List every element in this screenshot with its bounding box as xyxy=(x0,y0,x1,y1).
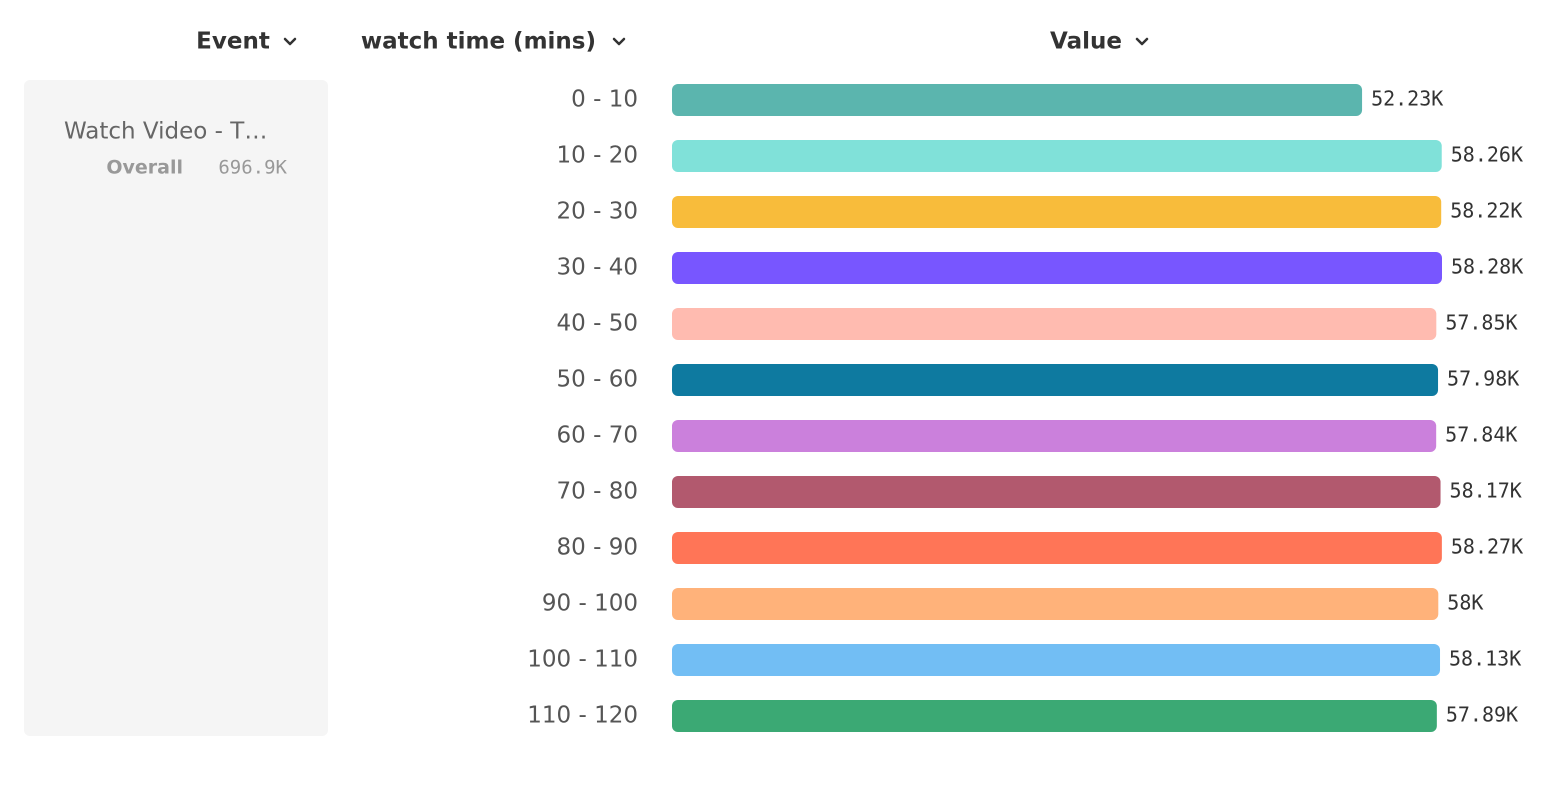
chevron-icon[interactable] xyxy=(283,37,297,46)
value-label: 58.17K xyxy=(1450,479,1522,503)
value-label: 57.84K xyxy=(1445,423,1517,447)
category-label: 10 - 20 xyxy=(557,143,638,169)
value-label: 57.98K xyxy=(1447,367,1519,391)
value-label: 58.22K xyxy=(1450,199,1522,223)
bar xyxy=(672,364,1439,396)
bar xyxy=(672,476,1441,508)
bar xyxy=(672,308,1437,340)
value-label: 58.28K xyxy=(1451,255,1523,279)
bar xyxy=(672,532,1442,564)
bar xyxy=(672,700,1437,732)
category-label: 90 - 100 xyxy=(542,591,638,617)
bar xyxy=(672,252,1442,284)
segment-panel xyxy=(24,80,328,736)
bar xyxy=(672,84,1363,116)
category-label: 60 - 70 xyxy=(557,423,638,449)
value-label: 52.23K xyxy=(1371,87,1443,111)
category-label: 0 - 10 xyxy=(571,87,638,113)
category-label: 40 - 50 xyxy=(557,311,638,337)
value-label: 58.26K xyxy=(1451,143,1523,167)
category-label: 80 - 90 xyxy=(557,535,638,561)
value-label: 58K xyxy=(1447,591,1483,615)
column-header[interactable]: watch time (mins) xyxy=(361,29,596,55)
bar xyxy=(672,140,1442,172)
category-label: 20 - 30 xyxy=(557,199,638,225)
chevron-icon[interactable] xyxy=(612,37,626,46)
category-label: 70 - 80 xyxy=(557,479,638,505)
chevron-icon[interactable] xyxy=(1135,37,1149,46)
segment-total: 696.9K xyxy=(218,157,287,179)
bar xyxy=(672,196,1442,228)
category-label: 30 - 40 xyxy=(557,255,638,281)
value-label: 58.27K xyxy=(1451,535,1523,559)
column-header[interactable]: Value xyxy=(1050,29,1122,55)
bar xyxy=(672,420,1437,452)
category-label: 100 - 110 xyxy=(527,647,638,673)
value-label: 58.13K xyxy=(1449,647,1521,671)
column-header[interactable]: Event xyxy=(196,29,270,55)
bar xyxy=(672,588,1439,620)
segment-label: Overall xyxy=(106,157,183,179)
value-label: 57.89K xyxy=(1446,703,1518,727)
category-label: 110 - 120 xyxy=(527,703,638,729)
bar xyxy=(672,644,1441,676)
value-label: 57.85K xyxy=(1445,311,1517,335)
category-label: 50 - 60 xyxy=(557,367,638,393)
segment-event: Watch Video - T… xyxy=(64,119,267,145)
